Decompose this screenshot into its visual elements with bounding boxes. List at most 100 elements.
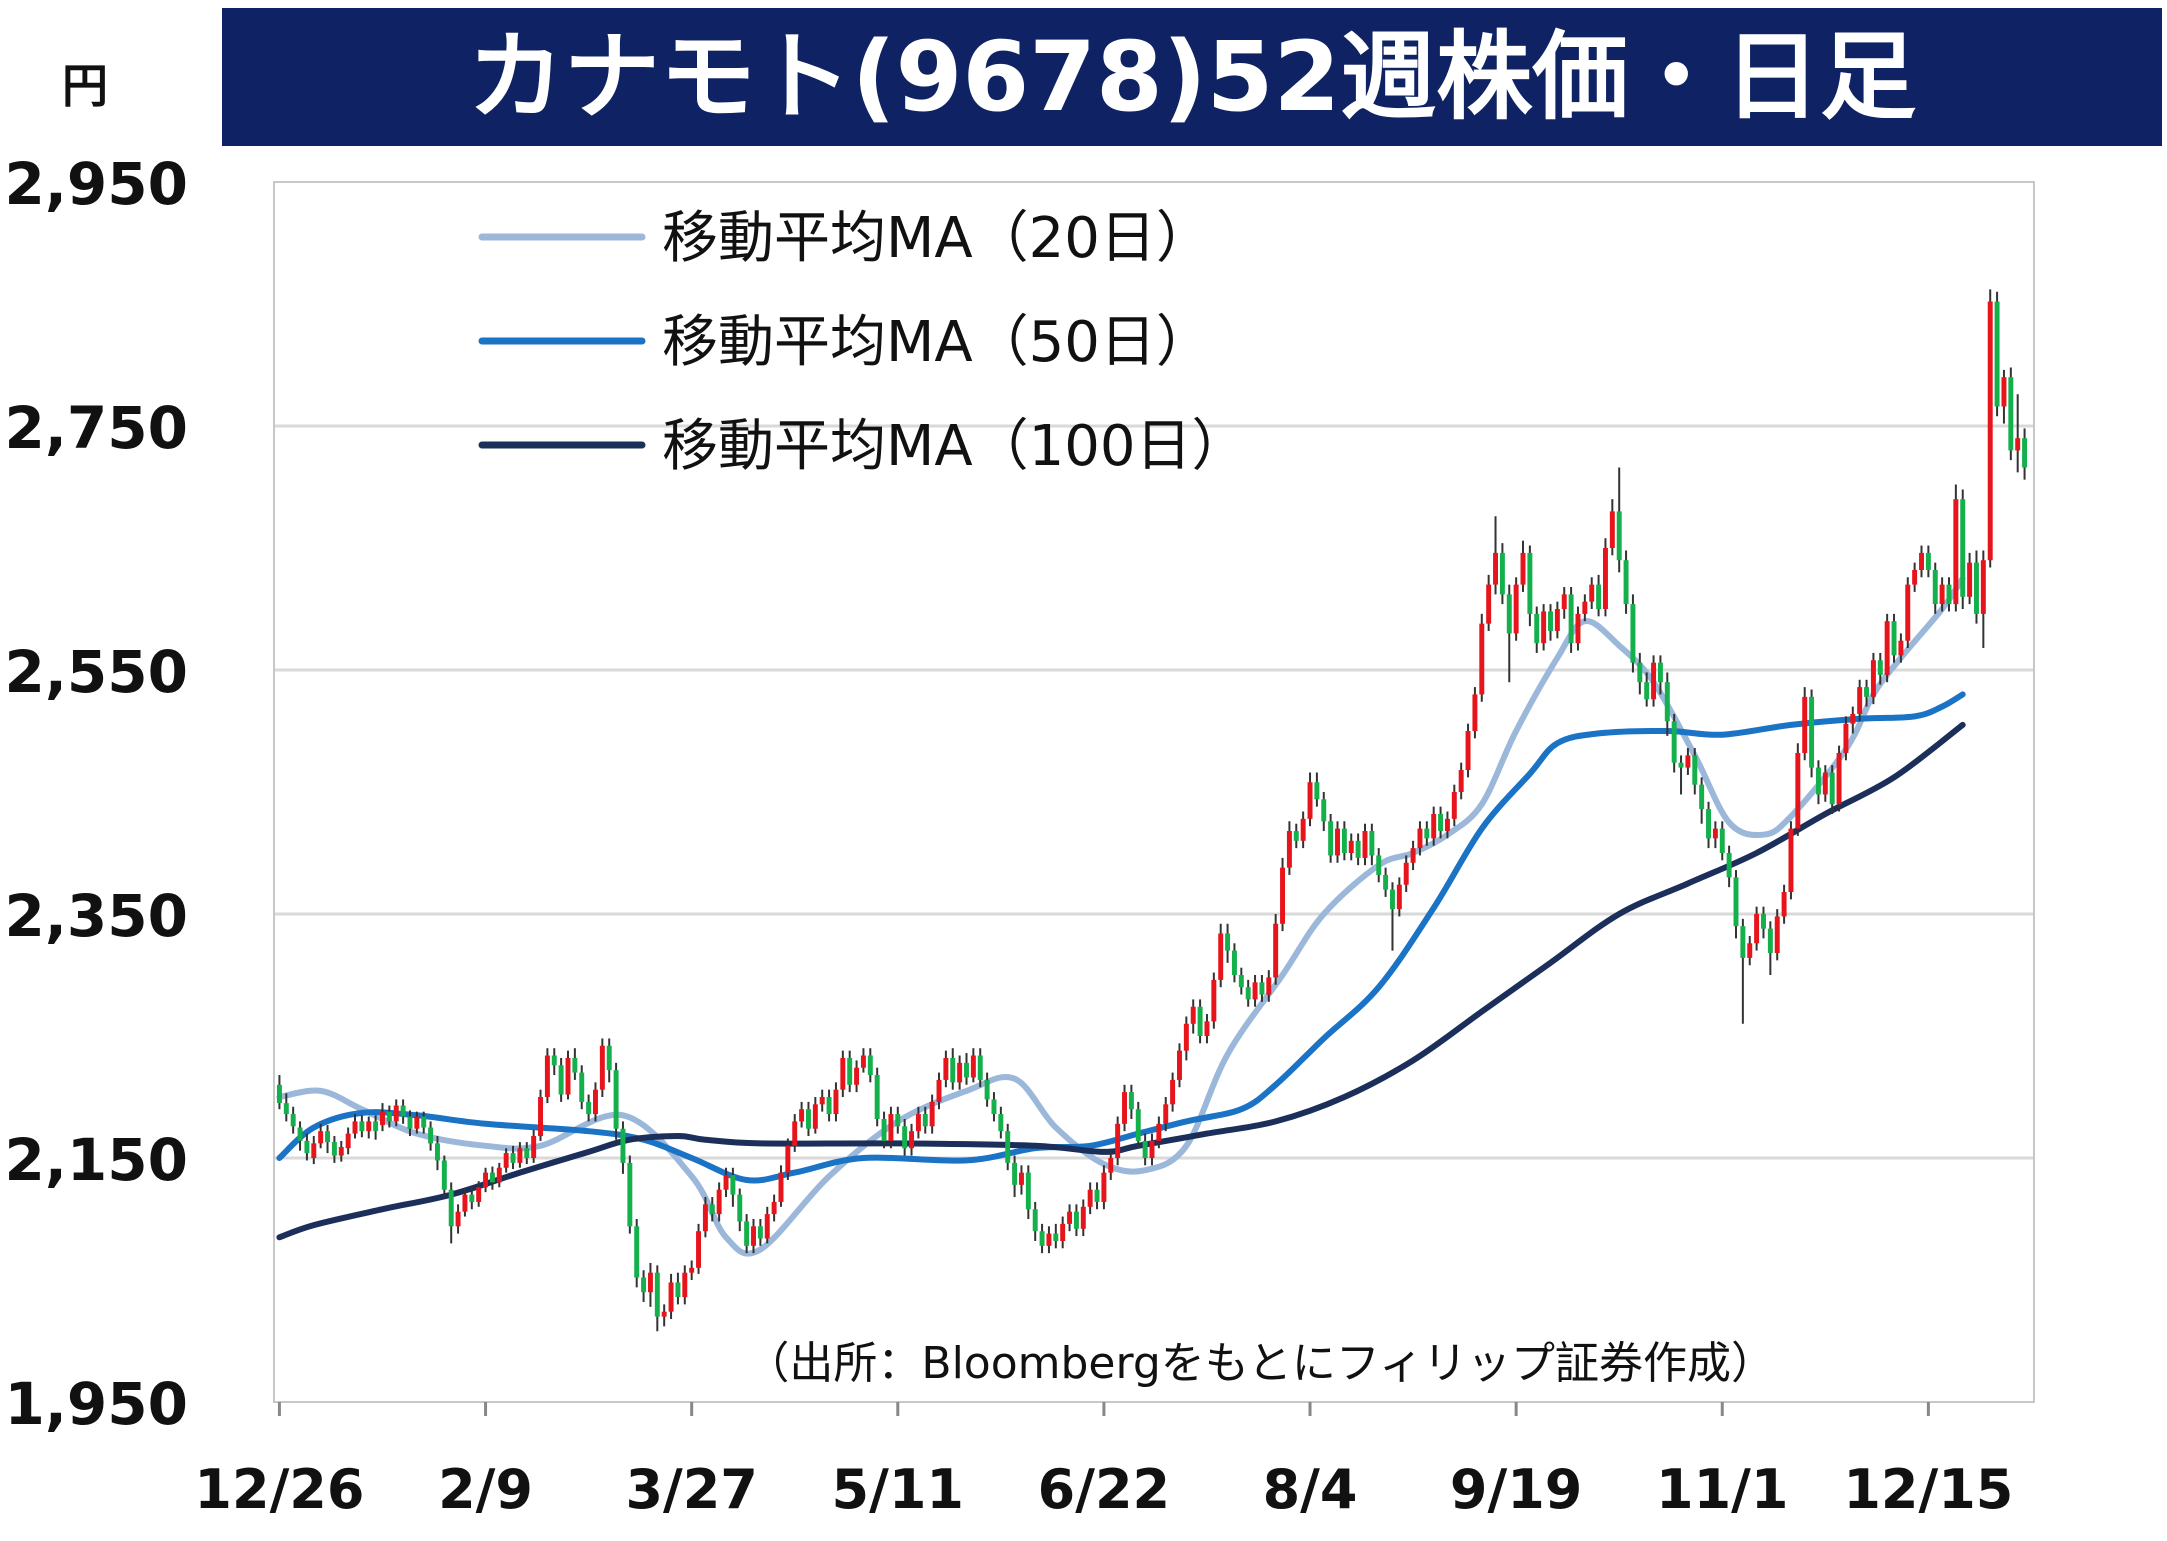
candle-down <box>1527 552 1533 614</box>
candle-up <box>1472 694 1478 731</box>
candle-up <box>1486 584 1492 624</box>
candle-up <box>970 1055 976 1078</box>
candle-down <box>1699 784 1705 810</box>
candle-up <box>1987 301 1993 561</box>
candle-down <box>1341 828 1347 853</box>
candle-down <box>586 1101 592 1115</box>
candle-up <box>1905 584 1911 641</box>
candle-up <box>1465 731 1471 771</box>
candle-down <box>1534 613 1540 644</box>
candle-up <box>1170 1079 1176 1105</box>
candle-up <box>1589 584 1595 602</box>
candle-down <box>1671 721 1677 763</box>
y-axis-ticks: 1,950 2,150 2,350 2,550 2,750 2,950 <box>5 150 188 1438</box>
legend-label: 移動平均MA（20日） <box>662 206 1212 271</box>
candle-up <box>318 1131 324 1144</box>
candle-down <box>1596 584 1602 609</box>
candle-up <box>1183 1023 1189 1051</box>
candle-down <box>1864 687 1870 697</box>
candle-up <box>1541 611 1547 644</box>
candle-down <box>874 1075 880 1119</box>
candle-down <box>489 1172 495 1183</box>
candle-up <box>531 1136 537 1158</box>
candle-up <box>345 1133 351 1149</box>
candle-up <box>778 1172 784 1202</box>
candle-down <box>1142 1140 1148 1158</box>
candle-up <box>840 1057 846 1090</box>
candle-down <box>297 1127 303 1141</box>
plot-area-border <box>273 181 2035 1403</box>
candle-up <box>1939 584 1945 605</box>
candle-up <box>799 1109 805 1122</box>
candle-up <box>366 1121 372 1132</box>
y-tick-label: 2,550 <box>5 638 188 706</box>
candle-down <box>331 1142 337 1156</box>
candle-up <box>1211 979 1217 1022</box>
candle-down <box>977 1055 983 1080</box>
candle-up <box>1046 1233 1052 1246</box>
candle-up <box>943 1057 949 1080</box>
candle-up <box>1300 818 1306 841</box>
candle-down <box>613 1070 619 1129</box>
candle-down <box>359 1121 365 1132</box>
candle-down <box>1706 809 1711 839</box>
candle-up <box>1018 1172 1024 1185</box>
candle-down <box>276 1084 282 1104</box>
candle-up <box>1513 584 1519 634</box>
candle-up <box>1115 1123 1121 1158</box>
candle-down <box>1039 1231 1045 1246</box>
candle-down <box>881 1118 887 1141</box>
candle-up <box>1919 552 1924 570</box>
candle-down <box>551 1055 557 1066</box>
candle-up <box>1953 499 1959 605</box>
candle-down <box>867 1055 873 1076</box>
candle-down <box>737 1194 743 1222</box>
candle-up <box>2001 377 2007 407</box>
x-tick-label: 5/11 <box>832 1458 964 1521</box>
candle-down <box>1053 1233 1059 1241</box>
candle-down <box>572 1057 578 1073</box>
candle-up <box>668 1282 674 1312</box>
candle-down <box>1355 840 1361 858</box>
candle-down <box>290 1114 296 1127</box>
candle-up <box>1307 782 1313 819</box>
candle-up <box>503 1153 509 1168</box>
candle-up <box>1774 916 1780 954</box>
candle-up <box>1067 1211 1073 1224</box>
x-tick-label: 12/26 <box>194 1458 364 1521</box>
candle-down <box>1548 611 1553 631</box>
legend-label: 移動平均MA（100日） <box>662 414 1248 479</box>
y-tick-label: 2,350 <box>5 882 188 950</box>
candle-down <box>606 1045 612 1071</box>
candle-down <box>805 1109 811 1129</box>
candle-up <box>414 1116 420 1129</box>
candle-up <box>1403 862 1409 885</box>
candle-up <box>544 1055 550 1097</box>
candle-up <box>1788 828 1794 893</box>
candle-up <box>1602 548 1608 609</box>
candle-down <box>1506 594 1512 634</box>
candle-down <box>1314 782 1320 800</box>
candle-up <box>689 1267 695 1273</box>
candle-down <box>964 1062 969 1078</box>
candle-down <box>325 1131 331 1143</box>
candle-up <box>1156 1123 1162 1141</box>
candle-up <box>338 1147 344 1156</box>
candle-up <box>476 1187 482 1202</box>
candle-up <box>565 1057 571 1095</box>
candle-up <box>1967 562 1973 597</box>
candle-up <box>496 1167 502 1183</box>
candle-up <box>1087 1189 1093 1207</box>
candle-down <box>283 1103 289 1115</box>
candle-down <box>1245 987 1251 1000</box>
candle-up <box>1396 884 1402 910</box>
candle-down <box>998 1114 1004 1132</box>
candle-up <box>380 1111 385 1126</box>
candle-up <box>1108 1158 1114 1173</box>
x-tick-label: 12/15 <box>1843 1458 2013 1521</box>
candle-up <box>1280 867 1286 924</box>
y-axis-unit: 円 <box>62 59 108 113</box>
candle-down <box>1692 755 1698 785</box>
candle-up <box>1575 613 1581 644</box>
candle-down <box>620 1128 626 1163</box>
